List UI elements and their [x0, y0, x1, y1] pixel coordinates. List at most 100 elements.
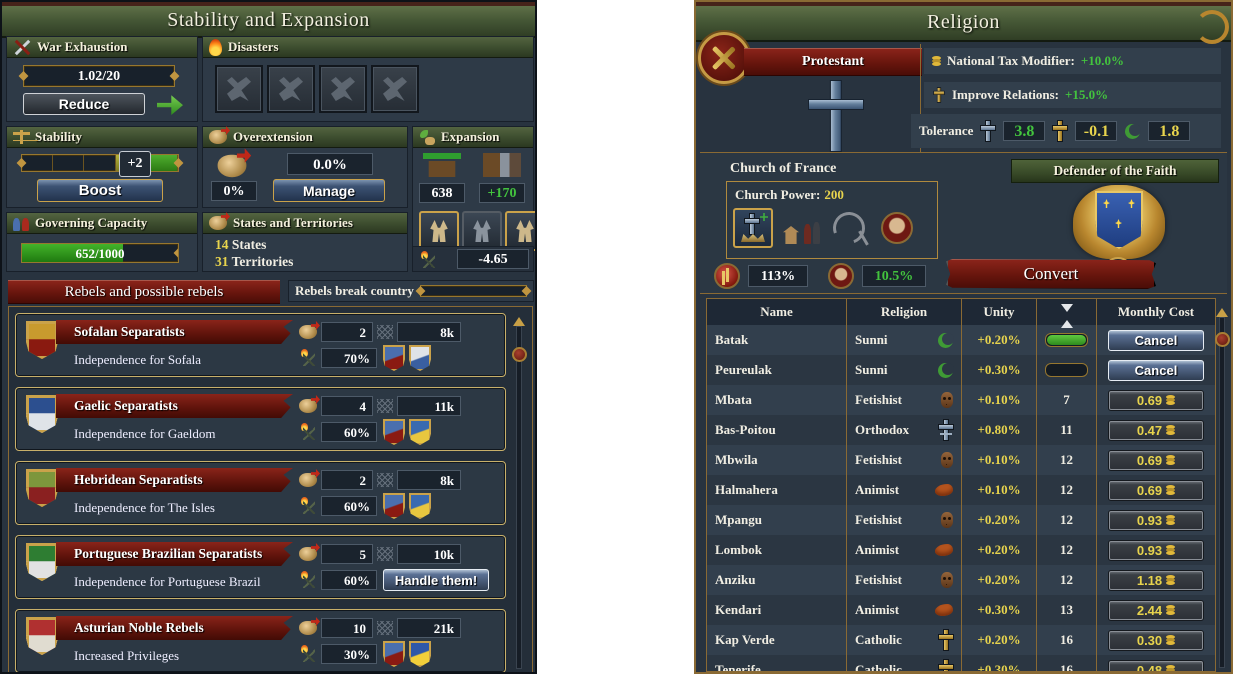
start-conversion-button[interactable]: 0.69 — [1108, 449, 1204, 471]
province-row[interactable]: Peureulak Sunni +0.30% Cancel — [707, 355, 1215, 385]
handle-rebels-button[interactable]: Handle them! — [383, 569, 489, 591]
province-row[interactable]: Bas-Poitou Orthodox +0.80% 11 0.47 — [707, 415, 1215, 445]
scrollbar-knob[interactable] — [1214, 332, 1230, 347]
rebel-demand: Independence for Portuguese Brazil — [74, 574, 261, 589]
rebel-provinces-icon — [299, 325, 317, 339]
start-conversion-button[interactable]: 1.18 — [1108, 569, 1204, 591]
support-shield-icon — [409, 419, 431, 445]
disaster-slot-icon — [267, 65, 315, 113]
province-row[interactable]: Kendari Animist +0.30% 13 2.44 — [707, 595, 1215, 625]
start-conversion-button[interactable]: 2.44 — [1108, 599, 1204, 621]
rebel-army-icon — [377, 399, 393, 413]
province-religion: Fetishist — [855, 512, 902, 527]
table-scrollbar[interactable] — [1214, 302, 1230, 668]
scroll-up-icon[interactable] — [1216, 302, 1228, 317]
tax-label: National Tax Modifier: — [947, 53, 1075, 68]
province-row[interactable]: Mbwila Fetishist +0.10% 12 0.69 — [707, 445, 1215, 475]
expansion-policy-button-2[interactable] — [462, 211, 502, 251]
defender-label: Defender of the Faith — [1053, 163, 1177, 178]
months-remaining: 16 — [1060, 662, 1073, 672]
start-conversion-button[interactable]: 0.93 — [1108, 539, 1204, 561]
rebels-scrollbar[interactable] — [511, 311, 527, 669]
province-name: Bas-Poitou — [715, 422, 776, 437]
scales-icon — [13, 130, 30, 144]
church-aspect-button-2[interactable] — [781, 208, 821, 248]
province-name: Kendari — [715, 602, 762, 617]
province-row[interactable]: Tenerife Catholic +0.30% 16 0.48 — [707, 655, 1215, 672]
start-conversion-button[interactable]: 0.69 — [1108, 479, 1204, 501]
tolerance-heathen-value: 1.8 — [1148, 121, 1191, 141]
church-aspect-button-4[interactable] — [877, 208, 917, 248]
stability-value-badge: +2 — [119, 151, 151, 177]
rebels-break-label: Rebels break country — [295, 283, 414, 298]
conversion-progressbar — [1045, 333, 1088, 347]
rebel-provinces-value: 10 — [321, 618, 373, 638]
church-aspect-button-1[interactable] — [733, 208, 773, 248]
missionary-strength-value: 113% — [748, 265, 808, 287]
religion-icon — [938, 362, 954, 378]
province-row[interactable]: Halmahera Animist +0.10% 12 0.69 — [707, 475, 1215, 505]
support-shield-icon — [383, 641, 405, 667]
months-remaining: 12 — [1060, 572, 1073, 587]
rebel-progress-value: 60% — [321, 496, 377, 516]
support-shield-icon — [383, 345, 405, 371]
rebel-progress-value: 60% — [321, 422, 377, 442]
rebel-entry[interactable]: Portuguese Brazilian Separatists Indepen… — [15, 535, 506, 599]
rebel-entry[interactable]: Gaelic Separatists Independence for Gael… — [15, 387, 506, 451]
tax-modifier-row: National Tax Modifier: +10.0% — [924, 48, 1221, 74]
province-name: Peureulak — [715, 362, 772, 377]
reduce-war-exhaustion-button[interactable]: Reduce — [23, 93, 145, 115]
unity-value: +0.20% — [977, 542, 1021, 557]
rebel-provinces-icon — [299, 473, 317, 487]
relations-label: Improve Relations: — [952, 87, 1060, 102]
convert-button[interactable]: Convert — [946, 259, 1156, 289]
scroll-up-icon[interactable] — [513, 311, 525, 326]
overextension-value: 0.0% — [287, 153, 373, 175]
missionaries-icon — [828, 263, 854, 289]
start-conversion-button[interactable]: 0.30 — [1108, 629, 1204, 651]
church-power-box: Church Power: 200 — [726, 181, 938, 259]
scrollbar-knob[interactable] — [511, 347, 527, 362]
start-conversion-button[interactable]: 0.47 — [1108, 419, 1204, 441]
province-row[interactable]: Batak Sunni +0.20% Cancel — [707, 325, 1215, 355]
church-aspect-button-3[interactable] — [827, 206, 871, 250]
coin-icon — [1166, 485, 1176, 495]
cancel-conversion-button[interactable]: Cancel — [1108, 359, 1204, 381]
province-row[interactable]: Anziku Fetishist +0.20% 12 1.18 — [707, 565, 1215, 595]
rebel-progress-icon — [299, 349, 317, 367]
province-row[interactable]: Lombok Animist +0.20% 12 0.93 — [707, 535, 1215, 565]
disasters-label: Disasters — [228, 39, 279, 54]
rebel-entry[interactable]: Asturian Noble Rebels Increased Privileg… — [15, 609, 506, 672]
rebel-entry[interactable]: Hebridean Separatists Independence for T… — [15, 461, 506, 525]
cancel-conversion-button[interactable]: Cancel — [1108, 329, 1204, 351]
rebel-army-icon — [377, 547, 393, 561]
boost-stability-button[interactable]: Boost — [37, 179, 163, 202]
start-conversion-button[interactable]: 0.48 — [1108, 659, 1204, 671]
war-exhaustion-section: War Exhaustion 1.02/20 Reduce — [6, 36, 198, 122]
rebels-break-progressbar — [419, 285, 527, 297]
province-name: Anziku — [715, 572, 756, 587]
missionaries-value: 10.5% — [862, 265, 926, 287]
tolerance-heretic-value: -0.1 — [1075, 121, 1118, 141]
province-row[interactable]: Kap Verde Catholic +0.20% 16 0.30 — [707, 625, 1215, 655]
province-religion: Sunni — [855, 362, 888, 377]
tolerance-heathen-crescent-icon — [1125, 123, 1142, 139]
rebel-size-value: 8k — [397, 322, 461, 342]
rebel-size-value: 8k — [397, 470, 461, 490]
province-religion: Sunni — [855, 332, 888, 347]
province-row[interactable]: Mpangu Fetishist +0.20% 12 0.93 — [707, 505, 1215, 535]
states-territories-label: States and Territories — [233, 215, 353, 230]
overextension-current: 0% — [211, 181, 257, 201]
province-religion: Animist — [855, 482, 900, 497]
province-row[interactable]: Mbata Fetishist +0.10% 7 0.69 — [707, 385, 1215, 415]
start-conversion-button[interactable]: 0.69 — [1108, 389, 1204, 411]
rebel-entry[interactable]: Sofalan Separatists Independence for Sof… — [15, 313, 506, 377]
coin-icon — [1166, 515, 1176, 525]
unity-value: +0.30% — [977, 662, 1021, 672]
province-name: Mbwila — [715, 452, 758, 467]
start-conversion-button[interactable]: 0.93 — [1108, 509, 1204, 531]
expansion-policy-button-1[interactable] — [419, 211, 459, 251]
province-name: Halmahera — [715, 482, 778, 497]
expansion-policy-button-3[interactable] — [505, 211, 535, 251]
manage-overextension-button[interactable]: Manage — [273, 179, 385, 202]
